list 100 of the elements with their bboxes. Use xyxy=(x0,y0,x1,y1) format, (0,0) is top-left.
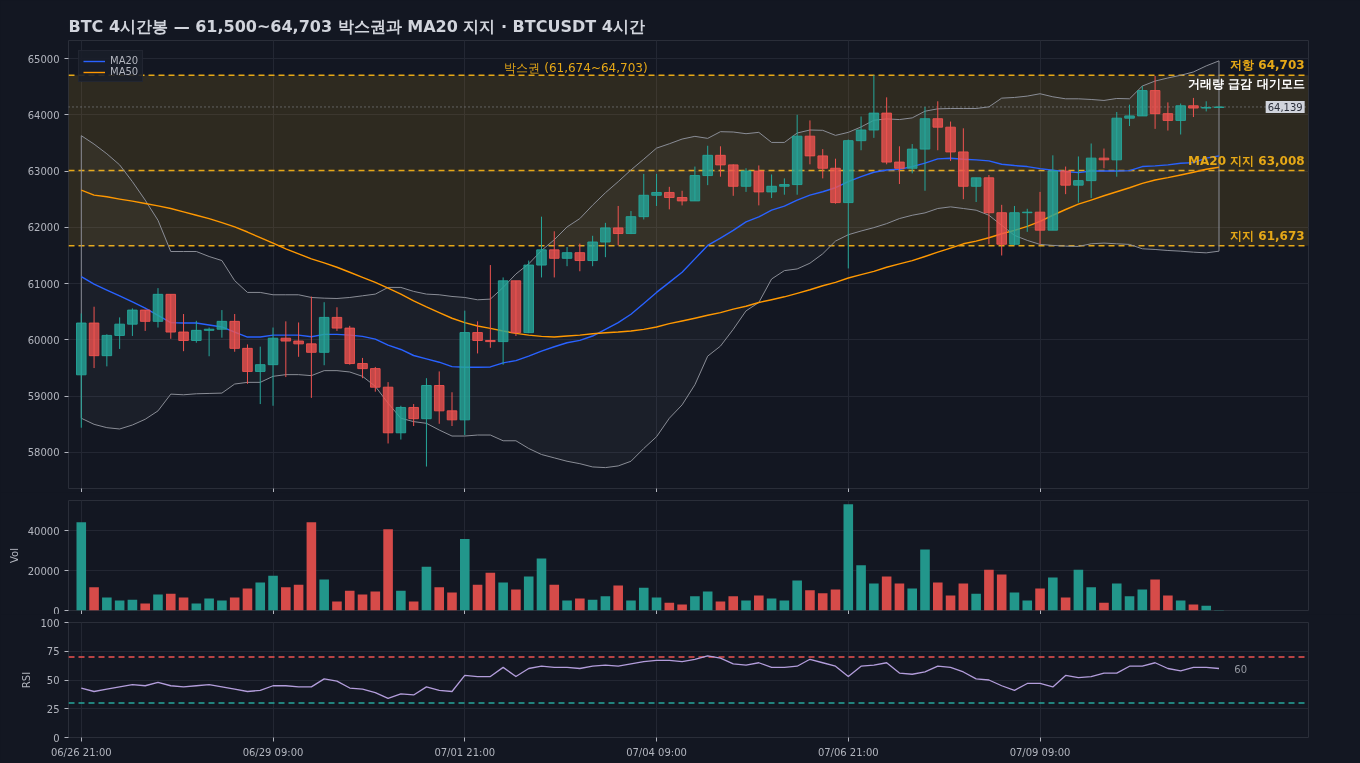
candlestick xyxy=(702,145,713,186)
bar xyxy=(817,593,828,611)
bar xyxy=(715,601,726,611)
bar xyxy=(408,601,419,611)
candlestick xyxy=(306,296,317,399)
bar xyxy=(996,574,1007,611)
candlestick xyxy=(1085,142,1097,199)
candlestick xyxy=(203,327,215,357)
bar xyxy=(575,598,585,611)
candlestick xyxy=(127,307,138,337)
y-tick-label: 58000 xyxy=(27,447,60,459)
bar xyxy=(690,596,700,611)
candlestick xyxy=(651,173,662,207)
bar xyxy=(792,580,802,611)
candlestick xyxy=(139,309,151,332)
y-tick-label: 64000 xyxy=(27,109,60,121)
bar xyxy=(421,566,432,611)
bar xyxy=(1188,604,1199,611)
y-tick-label: 0 xyxy=(53,732,60,744)
ref-line-label: 지지 61,673 xyxy=(1230,228,1305,243)
legend-label: MA20 xyxy=(110,55,139,66)
bar xyxy=(370,591,381,611)
y-tick-label: 100 xyxy=(40,617,60,629)
bar xyxy=(306,522,317,611)
bar xyxy=(894,583,905,611)
candlestick xyxy=(1188,97,1199,118)
candlestick xyxy=(1162,101,1174,132)
candlestick xyxy=(638,173,650,220)
bar xyxy=(626,600,636,611)
candlestick xyxy=(906,143,918,174)
bar xyxy=(1163,595,1173,611)
candlestick xyxy=(676,190,688,206)
bar xyxy=(932,582,943,611)
bar xyxy=(971,593,981,611)
bar xyxy=(907,588,918,611)
bar xyxy=(830,589,841,611)
bar xyxy=(242,588,253,611)
bar xyxy=(434,587,445,611)
bar xyxy=(153,594,163,611)
y-tick-label: 50 xyxy=(46,675,60,686)
bar xyxy=(677,604,687,611)
x-tick-label: 07/01 21:00 xyxy=(434,746,496,758)
legend-label: MA50 xyxy=(110,66,139,77)
y-tick-label: 65000 xyxy=(27,53,60,65)
candlestick xyxy=(178,313,189,352)
y-tick-label: 60000 xyxy=(27,334,60,346)
bar xyxy=(255,582,266,611)
bar xyxy=(856,565,866,611)
candlestick xyxy=(536,216,547,278)
bar xyxy=(76,522,87,611)
data-label: 60 xyxy=(1234,663,1248,675)
candlestick xyxy=(817,148,829,179)
ref-line-label: 저항 64,703 xyxy=(1230,58,1305,73)
candlestick xyxy=(370,366,381,393)
bar xyxy=(89,587,99,611)
candlestick xyxy=(1175,103,1186,135)
candlestick xyxy=(740,167,752,193)
candlestick xyxy=(446,391,458,427)
candlestick xyxy=(293,321,304,358)
candlestick xyxy=(868,74,880,139)
candlestick xyxy=(548,230,560,278)
bar xyxy=(485,572,496,611)
ref-line-label: 64,139 xyxy=(1267,101,1303,113)
bar xyxy=(511,589,521,611)
bar xyxy=(1150,579,1160,611)
candlestick xyxy=(1149,75,1161,130)
bar xyxy=(1035,588,1045,611)
candlestick xyxy=(561,246,573,267)
bar xyxy=(459,539,470,611)
bar xyxy=(281,587,291,611)
bar xyxy=(344,590,355,611)
bar xyxy=(600,596,611,611)
candlestick xyxy=(216,309,228,339)
candlestick xyxy=(242,343,253,385)
bar xyxy=(1048,577,1058,611)
bar xyxy=(869,583,879,611)
bar xyxy=(140,603,150,611)
bar xyxy=(1073,569,1084,611)
candlestick xyxy=(727,163,739,197)
candlestick xyxy=(1124,104,1135,127)
bar xyxy=(728,596,739,611)
bar xyxy=(536,558,547,611)
candlestick xyxy=(664,186,675,210)
bar xyxy=(702,591,713,611)
y-tick-label: 61000 xyxy=(27,278,60,290)
bar xyxy=(843,504,854,611)
bar xyxy=(268,575,278,611)
candlestick xyxy=(600,222,611,258)
bar xyxy=(741,600,751,611)
y-tick-label: 59000 xyxy=(27,391,60,403)
bar xyxy=(165,593,176,611)
bar xyxy=(1111,583,1122,611)
bar xyxy=(217,600,227,611)
candlestick xyxy=(191,320,202,344)
x-tick-label: 07/06 21:00 xyxy=(817,746,879,758)
candlestick xyxy=(766,173,777,199)
x-tick-label: 06/29 09:00 xyxy=(242,746,304,758)
candlestick xyxy=(357,357,368,379)
bar xyxy=(332,601,342,611)
bar xyxy=(562,600,572,611)
